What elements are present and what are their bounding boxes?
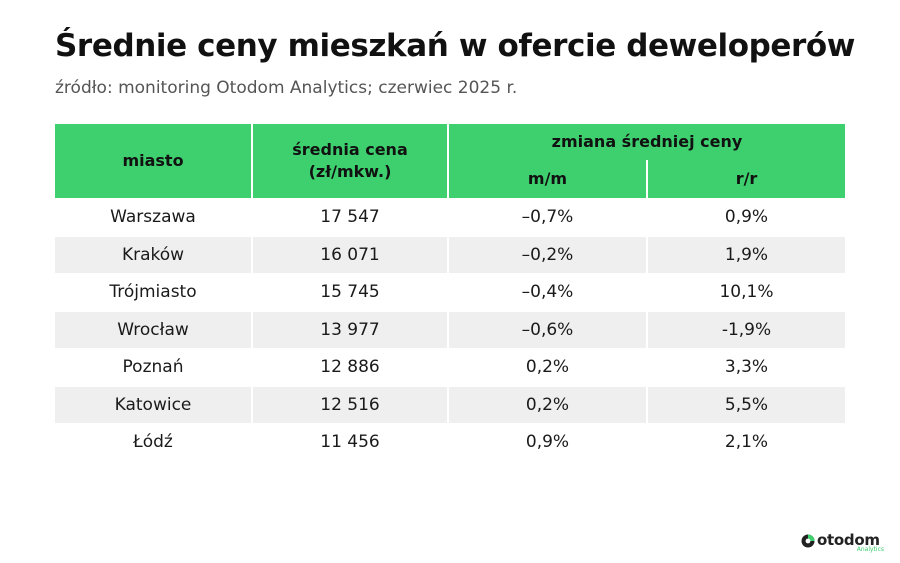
column-header-price: średnia cena (zł/mkw.) — [252, 124, 449, 199]
table-row: Trójmiasto 15 745 –0,4% 10,1% — [55, 273, 845, 311]
cell-change-mm: –0,7% — [448, 198, 648, 236]
cell-change-rr: 3,3% — [647, 348, 845, 386]
otodom-logo-sub: Analytics — [856, 546, 884, 553]
cell-change-mm: 0,2% — [448, 348, 648, 386]
cell-city: Trójmiasto — [55, 273, 253, 311]
cell-price: 12 886 — [252, 348, 449, 386]
cell-change-rr: 0,9% — [647, 198, 845, 236]
otodom-logo: otodom Analytics — [801, 531, 886, 555]
cell-change-mm: –0,2% — [448, 235, 648, 274]
table-row: Wrocław 13 977 –0,6% -1,9% — [55, 310, 845, 349]
cell-change-mm: 0,2% — [448, 385, 648, 424]
table-row: Kraków 16 071 –0,2% 1,9% — [55, 235, 845, 274]
column-header-price-label: średnia cena (zł/mkw.) — [292, 140, 408, 181]
cell-change-rr: 5,5% — [647, 385, 845, 424]
price-table: miasto średnia cena (zł/mkw.) zmiana śre… — [55, 124, 845, 461]
table-header: miasto średnia cena (zł/mkw.) zmiana śre… — [55, 124, 845, 199]
cell-price: 11 456 — [252, 423, 449, 461]
cell-city: Poznań — [55, 348, 253, 386]
otodom-logo-word: otodom — [817, 531, 880, 549]
cell-city: Katowice — [55, 385, 253, 424]
column-header-rr: r/r — [647, 160, 845, 199]
cell-change-mm: –0,6% — [448, 310, 648, 349]
cell-change-rr: -1,9% — [647, 310, 845, 349]
table-row: Poznań 12 886 0,2% 3,3% — [55, 348, 845, 386]
cell-city: Warszawa — [55, 198, 253, 236]
table-row: Katowice 12 516 0,2% 5,5% — [55, 385, 845, 424]
otodom-logo-icon — [801, 534, 815, 548]
cell-price: 15 745 — [252, 273, 449, 311]
cell-change-rr: 2,1% — [647, 423, 845, 461]
cell-change-rr: 10,1% — [647, 273, 845, 311]
cell-price: 16 071 — [252, 235, 449, 274]
column-header-mm: m/m — [448, 160, 648, 199]
cell-city: Łódź — [55, 423, 253, 461]
column-header-city: miasto — [55, 124, 253, 199]
cell-city: Kraków — [55, 235, 253, 274]
table-row: Warszawa 17 547 –0,7% 0,9% — [55, 198, 845, 236]
cell-city: Wrocław — [55, 310, 253, 349]
column-header-change-group: zmiana średniej ceny — [448, 124, 845, 160]
cell-change-rr: 1,9% — [647, 235, 845, 274]
cell-price: 17 547 — [252, 198, 449, 236]
page-subtitle: źródło: monitoring Otodom Analytics; cze… — [55, 78, 518, 98]
page-title: Średnie ceny mieszkań w ofercie dewelope… — [55, 28, 856, 64]
table-body: Warszawa 17 547 –0,7% 0,9% Kraków 16 071 –0,2%… — [55, 198, 845, 461]
cell-price: 13 977 — [252, 310, 449, 349]
cell-change-mm: –0,4% — [448, 273, 648, 311]
cell-price: 12 516 — [252, 385, 449, 424]
table-row: Łódź 11 456 0,9% 2,1% — [55, 423, 845, 461]
cell-change-mm: 0,9% — [448, 423, 648, 461]
